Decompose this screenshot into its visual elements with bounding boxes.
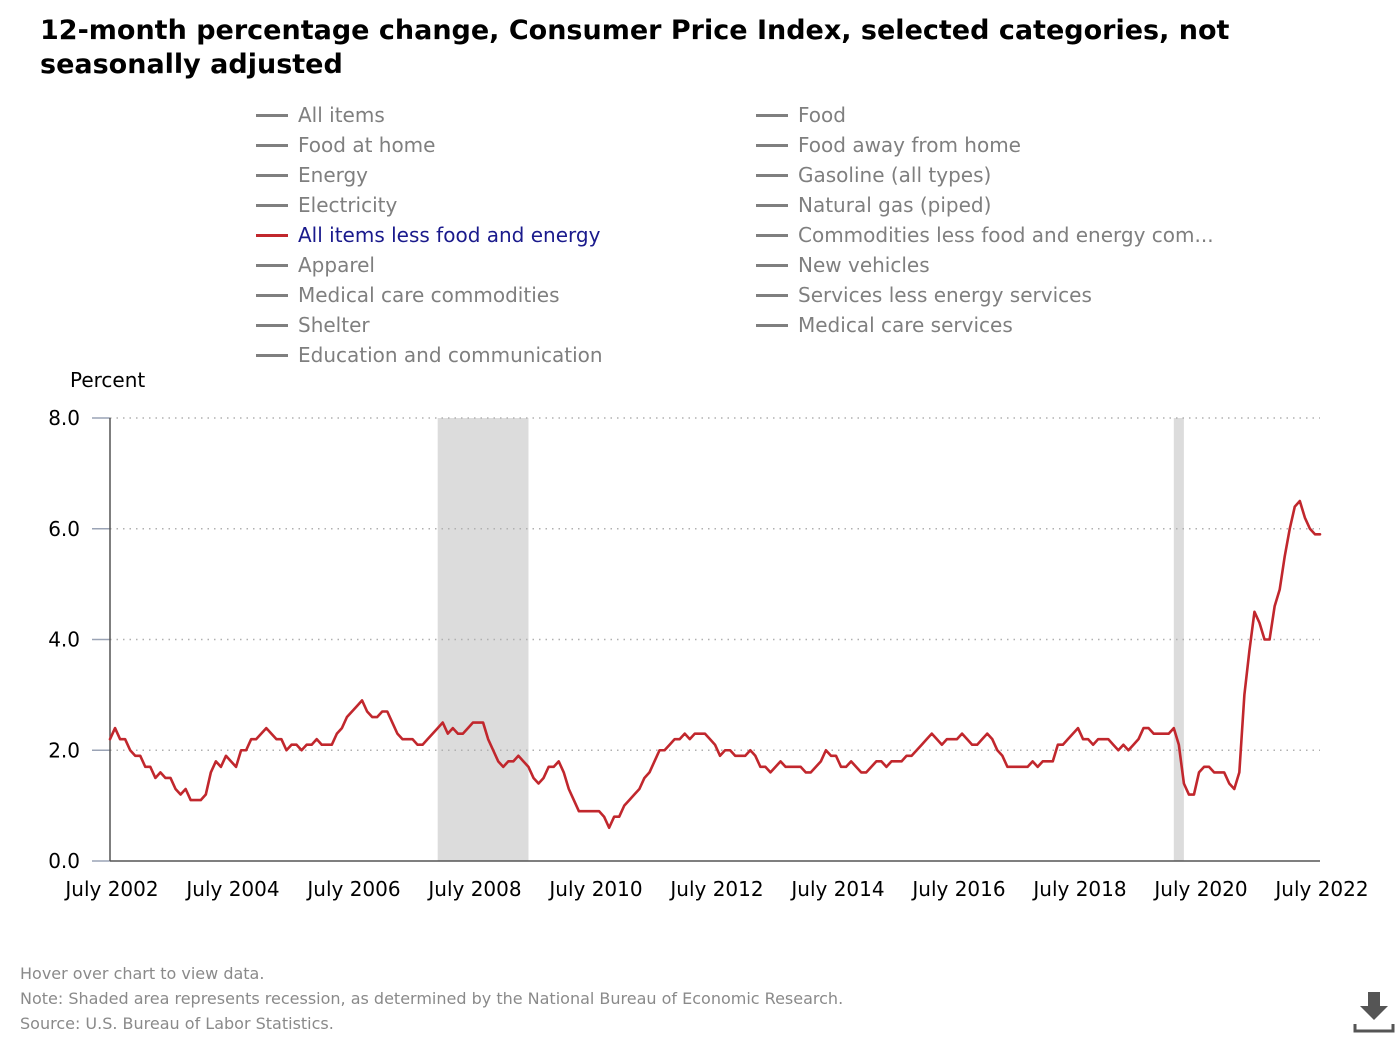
- legend-item[interactable]: New vehicles: [756, 250, 930, 280]
- legend-label: Food at home: [298, 133, 436, 157]
- legend-swatch: [256, 203, 288, 207]
- legend-swatch: [256, 323, 288, 327]
- legend-swatch: [256, 233, 288, 237]
- legend-label: Energy: [298, 163, 369, 187]
- hover-hint: Hover over chart to view data.: [20, 964, 265, 983]
- y-axis-label: Percent: [70, 368, 145, 392]
- x-tick-label: July 2012: [668, 877, 763, 901]
- x-tick-label: July 2008: [426, 877, 521, 901]
- x-tick-label: July 2002: [63, 877, 158, 901]
- y-tick-label: 2.0: [48, 738, 80, 762]
- legend-label: Gasoline (all types): [798, 163, 992, 187]
- legend-swatch: [756, 263, 788, 267]
- legend-label: Education and communication: [298, 343, 603, 367]
- legend-item[interactable]: Commodities less food and energy com...: [756, 220, 1214, 250]
- legend-swatch: [256, 293, 288, 297]
- legend-label: All items less food and energy: [298, 223, 601, 247]
- legend-item[interactable]: Medical care commodities: [256, 280, 559, 310]
- legend-item[interactable]: Natural gas (piped): [756, 190, 991, 220]
- recession-note: Note: Shaded area represents recession, …: [20, 989, 844, 1008]
- recession-bar: [1173, 418, 1184, 861]
- legend-item[interactable]: Food: [756, 100, 846, 130]
- legend-label: Food: [798, 103, 846, 127]
- legend-swatch: [756, 143, 788, 147]
- x-tick-label: July 2016: [910, 877, 1005, 901]
- x-tick-label: July 2006: [305, 877, 400, 901]
- legend-item[interactable]: Shelter: [256, 310, 370, 340]
- legend-label: Shelter: [298, 313, 370, 337]
- legend-item[interactable]: All items: [256, 100, 385, 130]
- legend-item[interactable]: Education and communication: [256, 340, 603, 370]
- download-icon: [1353, 992, 1395, 1033]
- recession-bar: [437, 418, 529, 861]
- legend-item[interactable]: Medical care services: [756, 310, 1013, 340]
- download-button[interactable]: [1352, 990, 1396, 1034]
- x-tick-label: July 2020: [1152, 877, 1247, 901]
- legend-swatch: [256, 353, 288, 357]
- y-tick-label: 8.0: [48, 406, 80, 430]
- legend-swatch: [756, 293, 788, 297]
- series-line[interactable]: [108, 499, 1322, 830]
- legend: All items Food Food at home Food away from …: [256, 100, 1256, 370]
- legend-swatch: [756, 233, 788, 237]
- legend-label: Services less energy services: [798, 283, 1092, 307]
- legend-label: Food away from home: [798, 133, 1021, 157]
- x-tick-label: July 2022: [1273, 877, 1368, 901]
- legend-item[interactable]: Apparel: [256, 250, 375, 280]
- legend-swatch: [756, 203, 788, 207]
- legend-label: Natural gas (piped): [798, 193, 992, 217]
- legend-label: Medical care services: [798, 313, 1013, 337]
- legend-label: Electricity: [298, 193, 398, 217]
- legend-item[interactable]: All items less food and energy: [256, 220, 600, 250]
- legend-label: Apparel: [298, 253, 375, 277]
- legend-item[interactable]: Electricity: [256, 190, 397, 220]
- legend-label: New vehicles: [798, 253, 930, 277]
- legend-swatch: [256, 263, 288, 267]
- legend-item[interactable]: Services less energy services: [756, 280, 1092, 310]
- legend-item[interactable]: Energy: [256, 160, 368, 190]
- legend-swatch: [256, 173, 288, 177]
- legend-swatch: [756, 113, 788, 117]
- legend-item[interactable]: Food at home: [256, 130, 435, 160]
- y-tick-label: 4.0: [48, 628, 80, 652]
- series-layer: [108, 499, 1322, 830]
- x-tick-label: July 2018: [1031, 877, 1126, 901]
- chart-notes: Hover over chart to view data. Note: Sha…: [20, 961, 843, 1036]
- recession-shading: [437, 418, 1184, 861]
- y-tick-label: 0.0: [48, 849, 80, 873]
- legend-label: Commodities less food and energy com...: [798, 223, 1214, 247]
- grid: 0.0 2.0 4.0 6.0 8.0: [48, 406, 1320, 873]
- legend-item[interactable]: Gasoline (all types): [756, 160, 991, 190]
- source-note: Source: U.S. Bureau of Labor Statistics.: [20, 1014, 334, 1033]
- axes: July 2002 July 2004 July 2006 July 2008 July…: [63, 418, 1369, 901]
- chart[interactable]: Percent 0.02.04.06.08.0 July 2002 July 20…: [0, 360, 1400, 920]
- x-tick-label: July 2004: [184, 877, 279, 901]
- legend-label: All items: [298, 103, 385, 127]
- legend-label: Medical care commodities: [298, 283, 560, 307]
- x-tick-label: July 2010: [547, 877, 642, 901]
- x-tick-label: July 2014: [789, 877, 884, 901]
- y-tick-label: 6.0: [48, 517, 80, 541]
- legend-swatch: [756, 173, 788, 177]
- legend-swatch: [256, 143, 288, 147]
- chart-title: 12-month percentage change, Consumer Pri…: [40, 15, 1230, 80]
- legend-swatch: [256, 113, 288, 117]
- legend-swatch: [756, 323, 788, 327]
- legend-item[interactable]: Food away from home: [756, 130, 1021, 160]
